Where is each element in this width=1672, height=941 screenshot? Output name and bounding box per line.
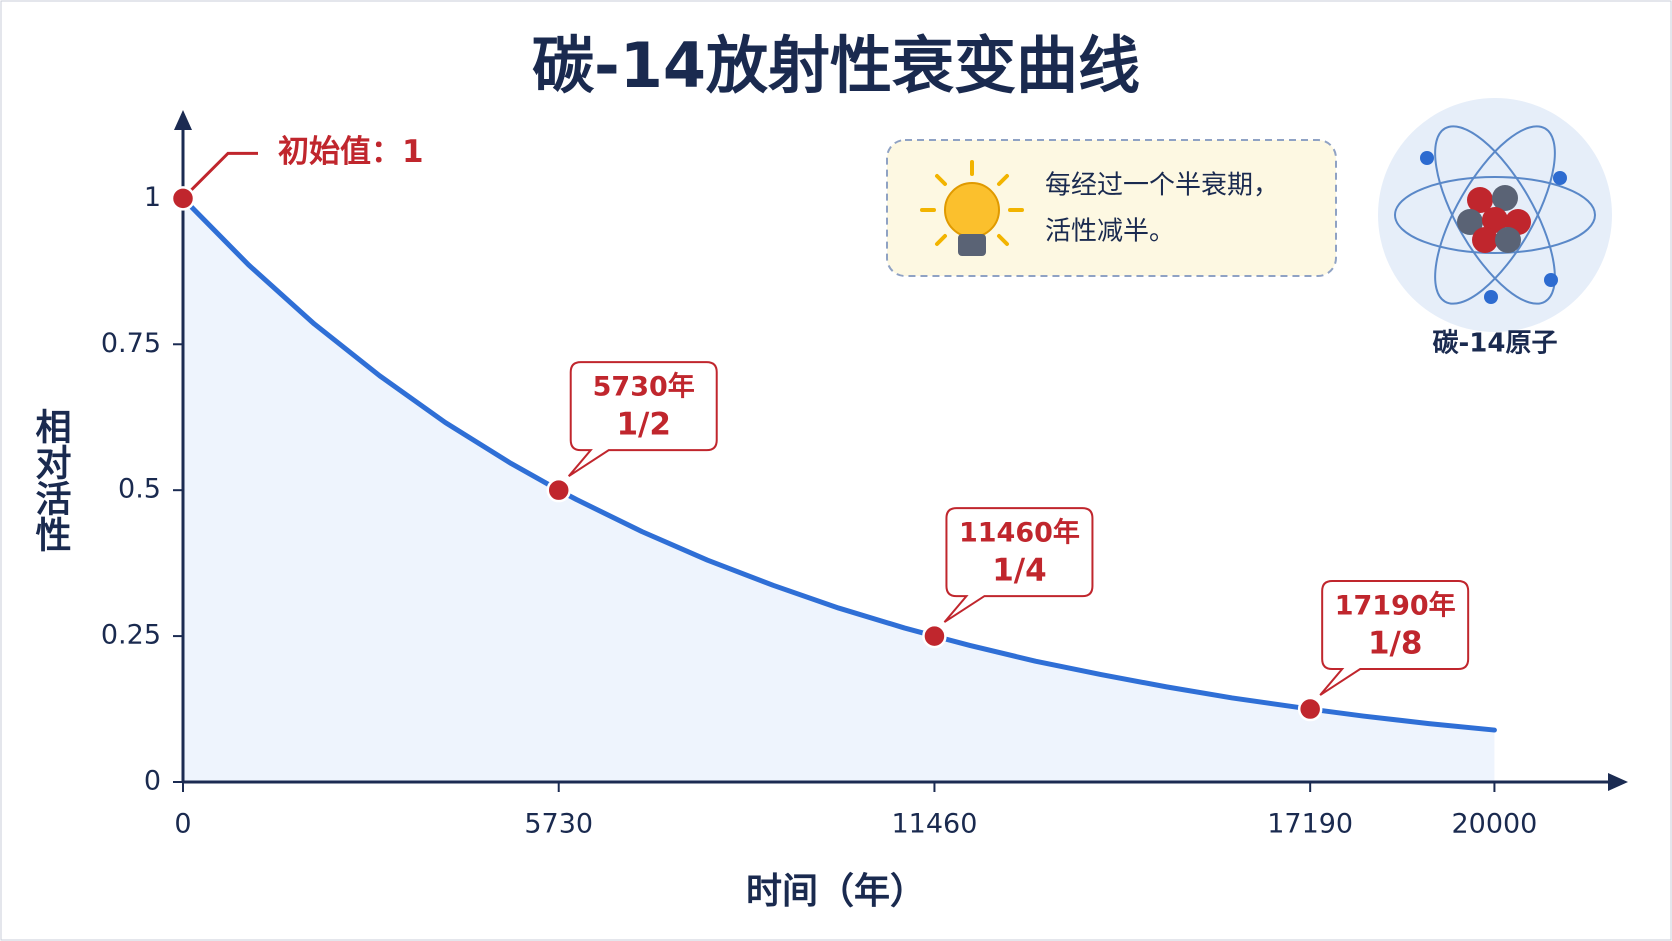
- annotation-label: 11460年: [959, 517, 1080, 549]
- y-tick-label: 0.25: [101, 620, 161, 651]
- marker: [170, 186, 196, 211]
- area: [183, 198, 1495, 782]
- y-tick-label: 1: [144, 182, 161, 213]
- atom-icon: 碳-14原子: [1378, 98, 1612, 359]
- annotation-value: 1/2: [616, 407, 670, 443]
- annotation-value: 1/8: [1368, 626, 1422, 662]
- marker: [922, 623, 947, 649]
- annotation-box: [943, 507, 1094, 623]
- annotation-value: 1/4: [992, 553, 1046, 589]
- annotation-label: 5730年: [593, 371, 695, 403]
- annotation-box: [1319, 580, 1470, 696]
- annotation-label: 初始值：1: [278, 134, 424, 170]
- atom-label: 碳-14原子: [1433, 329, 1558, 359]
- callout-box: [886, 139, 1337, 277]
- callout-text: 每经过一个半衰期，: [1045, 171, 1279, 201]
- annotation-box: [567, 361, 718, 478]
- marker: [546, 477, 571, 503]
- callout: 每经过一个半衰期， 活性减半。: [886, 139, 1337, 277]
- chart-title: 碳-14放射性衰变曲线: [532, 29, 1140, 102]
- bulb: [944, 182, 1000, 238]
- y-tick-label: 0.5: [118, 474, 161, 505]
- y-axis-arrow: [174, 110, 192, 130]
- y-tick-label: 0: [144, 766, 161, 797]
- bulb-base: [958, 234, 986, 256]
- marker: [1297, 696, 1323, 722]
- x-tick-label: 5730: [524, 809, 593, 840]
- x-tick-label: 20000: [1451, 809, 1537, 840]
- x-tick-label: 11460: [891, 809, 977, 840]
- x-axis-arrow: [1608, 773, 1628, 791]
- annotation-label: 17190年: [1335, 590, 1456, 622]
- y-axis-label: 相对活性: [30, 408, 72, 552]
- y-tick-label: 0.75: [101, 328, 161, 359]
- bulb-icon: [920, 160, 1024, 246]
- x-tick-label: 0: [174, 809, 191, 840]
- x-tick-label: 17190: [1267, 809, 1353, 840]
- x-axis-label: 时间（年）: [746, 871, 926, 912]
- callout-text: 活性减半。: [1045, 217, 1175, 247]
- leader-line: [181, 151, 258, 200]
